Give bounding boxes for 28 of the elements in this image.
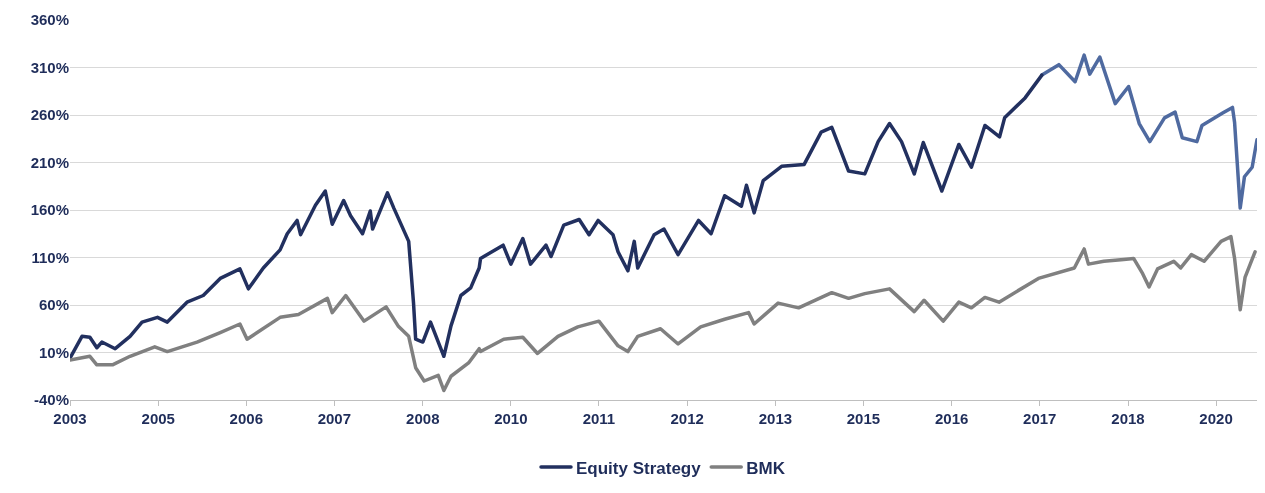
x-tick-label: 2012 [670,410,704,427]
x-tick-label: 2011 [582,410,616,427]
y-tick-label: 60% [38,296,69,314]
x-tick-label: 2016 [935,410,969,427]
x-tick-label: 2007 [317,410,352,427]
line-series [70,73,1044,360]
x-tick-label: 2003 [53,410,87,427]
y-tick-label: 10% [38,343,69,361]
x-tick-label: 2013 [758,410,793,427]
x-tick-label: 2005 [141,410,175,427]
y-tick-label: 210% [30,153,69,171]
x-tick-label: 2010 [494,410,528,427]
line-series [1040,53,1257,210]
y-tick-label: 310% [30,58,69,76]
y-tick-label: 110% [31,248,69,266]
legend-label: BMK [746,458,786,478]
y-tick-label: 360% [30,11,69,29]
x-tick-label: 2008 [406,410,440,427]
x-tick-label: 2018 [1111,410,1145,427]
x-tick-label: 2015 [846,410,881,427]
x-tick-label: 2020 [1199,410,1233,427]
legend-label: Equity Strategy [576,458,702,478]
y-tick-label: 260% [30,106,69,124]
y-tick-label: 160% [30,201,69,219]
x-tick-label: 2017 [1023,410,1057,427]
y-tick-label: -40% [33,391,69,409]
line-series [70,234,1257,393]
x-tick-label: 2006 [229,410,263,427]
